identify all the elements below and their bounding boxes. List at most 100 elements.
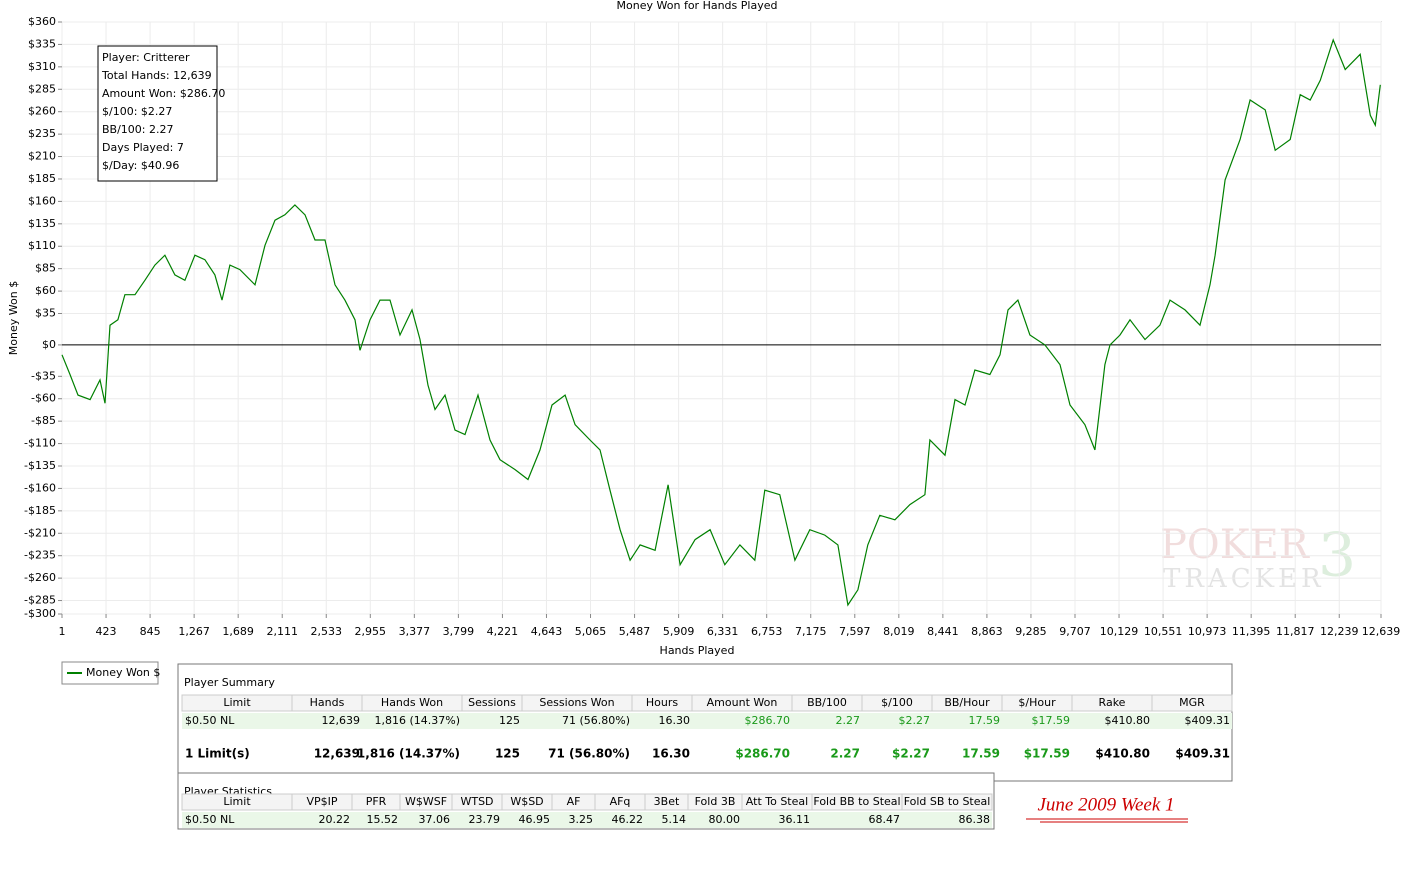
table-cell: 17.59 <box>962 747 1000 761</box>
y-tick-label: $210 <box>28 150 56 163</box>
table-cell: 71 (56.80%) <box>562 714 630 727</box>
y-tick-label: -$60 <box>31 392 56 405</box>
y-tick-label: -$185 <box>24 504 56 517</box>
x-tick-label: 2,111 <box>266 625 298 638</box>
y-tick-label: $285 <box>28 82 56 95</box>
table-cell: 125 <box>495 747 520 761</box>
x-tick-label: 9,285 <box>1015 625 1047 638</box>
table-cell: $409.31 <box>1175 747 1230 761</box>
x-tick-label: 12,639 <box>1362 625 1401 638</box>
column-header: Limit <box>223 696 251 709</box>
x-tick-label: 423 <box>96 625 117 638</box>
table-cell: $17.59 <box>1032 714 1071 727</box>
info-box <box>97 45 218 182</box>
x-tick-label: 3,377 <box>399 625 431 638</box>
table-header-bg <box>181 793 993 811</box>
column-header: WTSD <box>460 795 493 808</box>
legend-label: Money Won $ <box>86 666 160 679</box>
x-tick-label: 11,817 <box>1276 625 1315 638</box>
column-header: Hands <box>310 696 345 709</box>
table-cell: $2.27 <box>899 714 931 727</box>
y-tick-label: $0 <box>42 338 56 351</box>
table-cell: $2.27 <box>892 747 930 761</box>
y-tick-label: -$160 <box>24 481 56 494</box>
table-cell: $410.80 <box>1105 714 1151 727</box>
y-tick-label: -$135 <box>24 459 56 472</box>
row-bg <box>182 812 992 828</box>
info-line: Player: Critterer <box>102 51 190 64</box>
x-tick-label: 10,129 <box>1100 625 1139 638</box>
column-header: MGR <box>1179 696 1205 709</box>
info-line: Total Hands: 12,639 <box>101 69 212 82</box>
table-cell: 15.52 <box>367 813 399 826</box>
y-tick-label: $135 <box>28 217 56 230</box>
watermark-text: TRACKER <box>1163 564 1325 594</box>
info-line: $/Day: $40.96 <box>102 159 179 172</box>
table-title: Player Summary <box>184 676 275 689</box>
legend <box>61 661 159 685</box>
x-tick-label: 12,239 <box>1320 625 1359 638</box>
table-cell: 71 (56.80%) <box>548 747 630 761</box>
table-cell: 46.22 <box>612 813 644 826</box>
x-tick-label: 8,441 <box>927 625 959 638</box>
y-tick-label: -$300 <box>24 607 56 620</box>
y-tick-label: $235 <box>28 127 56 140</box>
y-tick-label: -$210 <box>24 526 56 539</box>
column-header: $/100 <box>881 696 913 709</box>
y-tick-label: -$235 <box>24 549 56 562</box>
table-cell: 46.95 <box>519 813 551 826</box>
y-tick-label: $310 <box>28 60 56 73</box>
table-cell: $286.70 <box>745 714 791 727</box>
table-cell: 80.00 <box>709 813 741 826</box>
info-line: $/100: $2.27 <box>102 105 172 118</box>
table-cell: 16.30 <box>652 747 690 761</box>
table-cell: 1,816 (14.37%) <box>357 747 460 761</box>
chart-title: Money Won for Hands Played <box>617 0 778 12</box>
table-cell: 125 <box>499 714 520 727</box>
table-cell: $286.70 <box>735 747 790 761</box>
x-tick-label: 8,863 <box>971 625 1003 638</box>
y-tick-label: $35 <box>35 307 56 320</box>
table-cell: 2.27 <box>836 714 861 727</box>
y-axis-label: Money Won $ <box>7 281 20 355</box>
table-cell: 16.30 <box>659 714 691 727</box>
table-cell: 1 Limit(s) <box>185 747 250 761</box>
table-cell: 12,639 <box>314 747 360 761</box>
table-cell: 1,816 (14.37%) <box>374 714 460 727</box>
y-tick-label: -$35 <box>31 369 56 382</box>
column-header: W$WSF <box>405 795 447 808</box>
column-header: Hours <box>646 696 678 709</box>
column-header: BB/100 <box>807 696 847 709</box>
info-line: BB/100: 2.27 <box>102 123 174 136</box>
x-tick-label: 1,267 <box>178 625 210 638</box>
info-line: Days Played: 7 <box>102 141 184 154</box>
x-tick-label: 4,643 <box>531 625 563 638</box>
x-tick-label: 9,707 <box>1059 625 1091 638</box>
x-axis-label: Hands Played <box>660 644 735 657</box>
table-cell: $17.59 <box>1024 747 1070 761</box>
info-line: Amount Won: $286.70 <box>102 87 225 100</box>
table-cell: 5.14 <box>662 813 687 826</box>
table-cell: 23.79 <box>469 813 501 826</box>
table-cell: $410.80 <box>1095 747 1150 761</box>
x-tick-label: 1,689 <box>222 625 254 638</box>
column-header: PFR <box>366 795 387 808</box>
table-cell: 12,639 <box>322 714 361 727</box>
x-tick-label: 845 <box>140 625 161 638</box>
x-tick-label: 5,487 <box>619 625 651 638</box>
x-tick-label: 8,019 <box>883 625 915 638</box>
column-header: Rake <box>1099 696 1126 709</box>
x-tick-label: 11,395 <box>1232 625 1271 638</box>
x-tick-label: 4,221 <box>487 625 519 638</box>
column-header: Amount Won <box>707 696 778 709</box>
table-header-bg <box>181 694 1233 712</box>
x-tick-label: 1 <box>59 625 66 638</box>
x-tick-label: 7,597 <box>839 625 871 638</box>
x-tick-label: 5,065 <box>575 625 607 638</box>
column-header: Limit <box>223 795 251 808</box>
y-tick-label: $185 <box>28 172 56 185</box>
x-tick-label: 6,753 <box>751 625 783 638</box>
y-tick-label: $160 <box>28 194 56 207</box>
x-tick-label: 2,955 <box>355 625 387 638</box>
